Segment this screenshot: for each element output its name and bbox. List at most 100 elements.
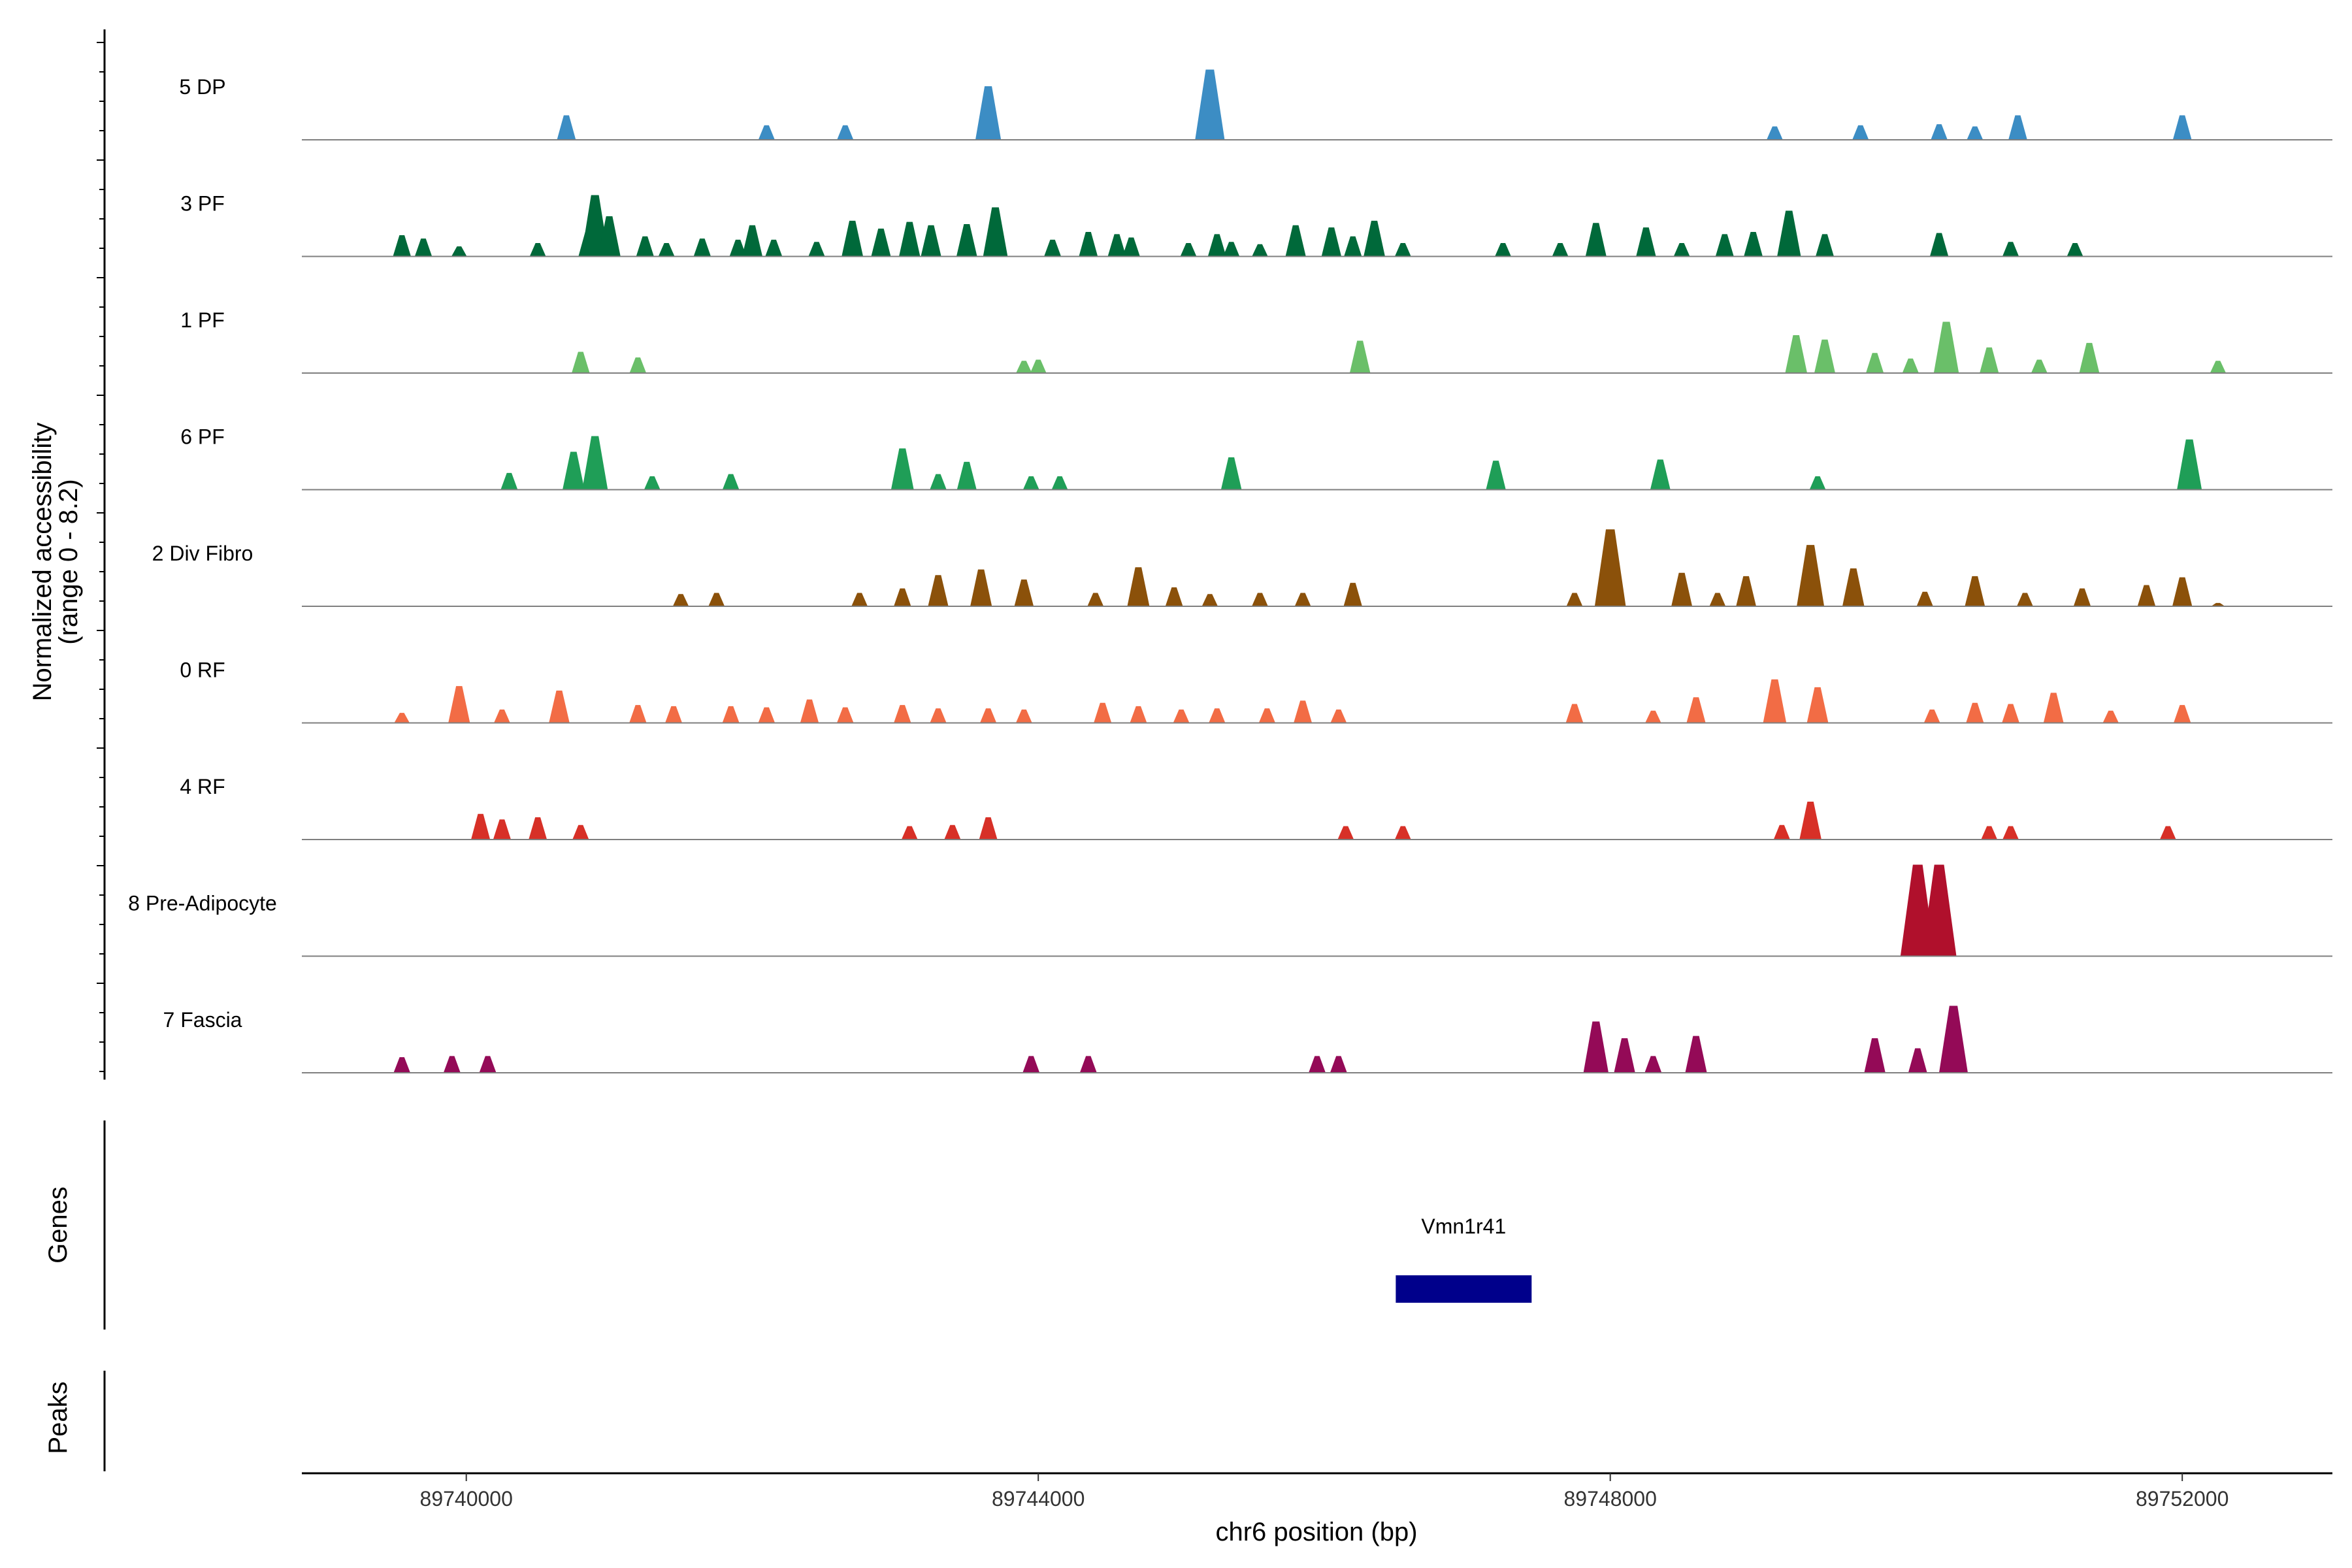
peak-mark: [1650, 459, 1671, 490]
x-tick-label: 89740000: [420, 1487, 513, 1511]
peak-mark: [658, 243, 675, 257]
peak-mark: [1816, 234, 1834, 257]
peak-mark: [479, 1056, 497, 1073]
peak-mark: [1799, 801, 1821, 840]
track-1: 3 PF: [180, 192, 2332, 257]
peak-mark: [1908, 1048, 1927, 1073]
peak-mark: [1773, 825, 1790, 840]
peak-mark: [1030, 359, 1047, 373]
peak-mark: [800, 699, 819, 723]
y-axis-range: (range 0 - 8.2): [54, 479, 83, 644]
peak-mark: [890, 448, 914, 490]
peak-mark: [975, 86, 1002, 140]
peak-mark: [1566, 593, 1583, 606]
peak-mark: [1981, 826, 1998, 840]
peak-mark: [758, 125, 775, 140]
peak-mark: [1921, 864, 1957, 956]
track-label: 4 RF: [180, 775, 225, 798]
peak-mark: [1685, 1036, 1707, 1073]
peak-mark: [1051, 476, 1068, 490]
peak-mark: [1495, 243, 1511, 257]
peak-mark: [636, 236, 654, 257]
peak-mark: [956, 223, 977, 257]
peak-mark: [1016, 361, 1032, 373]
peak-mark: [1673, 243, 1690, 257]
peak-mark: [1552, 243, 1569, 257]
gene-annotation-panel: Vmn1r41: [1396, 1215, 1532, 1303]
peak-mark: [1583, 1021, 1609, 1073]
peak-mark: [1929, 233, 1949, 257]
peak-mark: [1777, 210, 1801, 257]
peak-mark: [443, 1056, 461, 1073]
track-6: 4 RF: [180, 775, 2332, 840]
peak-mark: [1022, 1056, 1040, 1073]
peak-mark: [901, 826, 918, 840]
peak-mark: [2211, 602, 2225, 606]
peaks-panel-title: Peaks: [44, 1381, 73, 1454]
peak-mark: [2017, 593, 2033, 606]
peak-mark: [672, 594, 689, 606]
peak-mark: [393, 1057, 411, 1073]
peak-mark: [836, 707, 854, 723]
peak-mark: [1645, 710, 1661, 723]
track-8: 7 Fascia: [163, 1005, 2332, 1073]
peak-mark: [722, 706, 740, 723]
x-tick-label: 89752000: [2136, 1487, 2229, 1511]
peak-mark: [1079, 231, 1098, 257]
peak-mark: [1806, 687, 1829, 723]
peak-mark: [2172, 577, 2193, 606]
peak-mark: [921, 225, 941, 257]
peak-mark: [1127, 567, 1150, 606]
track-0: 5 DP: [179, 69, 2332, 140]
peak-mark: [2002, 242, 2019, 257]
peak-mark: [2031, 359, 2048, 373]
peak-mark: [1220, 457, 1242, 490]
peak-mark: [1321, 227, 1342, 257]
peak-mark: [765, 239, 783, 257]
peak-mark: [1864, 1038, 1886, 1073]
peak-mark: [1763, 679, 1787, 723]
peak-mark: [1180, 243, 1197, 257]
peak-mark: [1349, 340, 1371, 373]
peak-mark: [1173, 710, 1190, 723]
peak-mark: [572, 351, 590, 373]
peak-mark: [808, 242, 825, 257]
peak-mark: [1364, 220, 1385, 257]
peak-mark: [979, 708, 997, 723]
peak-mark: [1938, 1005, 1968, 1073]
track-label: 0 RF: [180, 659, 225, 682]
peak-mark: [2137, 585, 2156, 606]
peak-mark: [1709, 593, 1726, 606]
track-3: 6 PF: [180, 425, 2332, 491]
peak-mark: [693, 238, 711, 257]
peak-mark: [2079, 342, 2100, 373]
track-4: 2 Div Fibro: [152, 529, 2332, 607]
peak-mark: [1980, 347, 1999, 373]
peak-mark: [557, 115, 576, 140]
peak-mark: [529, 817, 547, 840]
peak-mark: [1394, 826, 1411, 840]
peak-mark: [500, 472, 518, 490]
peak-mark: [729, 239, 747, 257]
y-axis-title: Normalized accessibility: [28, 423, 57, 702]
peak-mark: [1902, 358, 1919, 373]
track-label: 6 PF: [180, 425, 225, 449]
peak-mark: [493, 819, 512, 840]
peak-mark: [414, 238, 433, 257]
peak-mark: [1852, 125, 1869, 140]
peak-mark: [1797, 545, 1825, 606]
peak-mark: [1394, 243, 1411, 257]
peak-mark: [1087, 593, 1104, 606]
peak-mark: [1094, 702, 1112, 723]
peak-mark: [722, 474, 740, 490]
peak-mark: [1644, 1056, 1662, 1073]
peak-mark: [1309, 1056, 1326, 1073]
peak-mark: [1736, 576, 1757, 606]
peak-mark: [1165, 587, 1183, 606]
peak-mark: [598, 216, 621, 257]
track-5: 0 RF: [180, 659, 2332, 724]
gene-label: Vmn1r41: [1421, 1215, 1506, 1238]
peak-mark: [1294, 593, 1311, 606]
peak-mark: [956, 461, 977, 490]
peak-mark: [1044, 239, 1062, 257]
